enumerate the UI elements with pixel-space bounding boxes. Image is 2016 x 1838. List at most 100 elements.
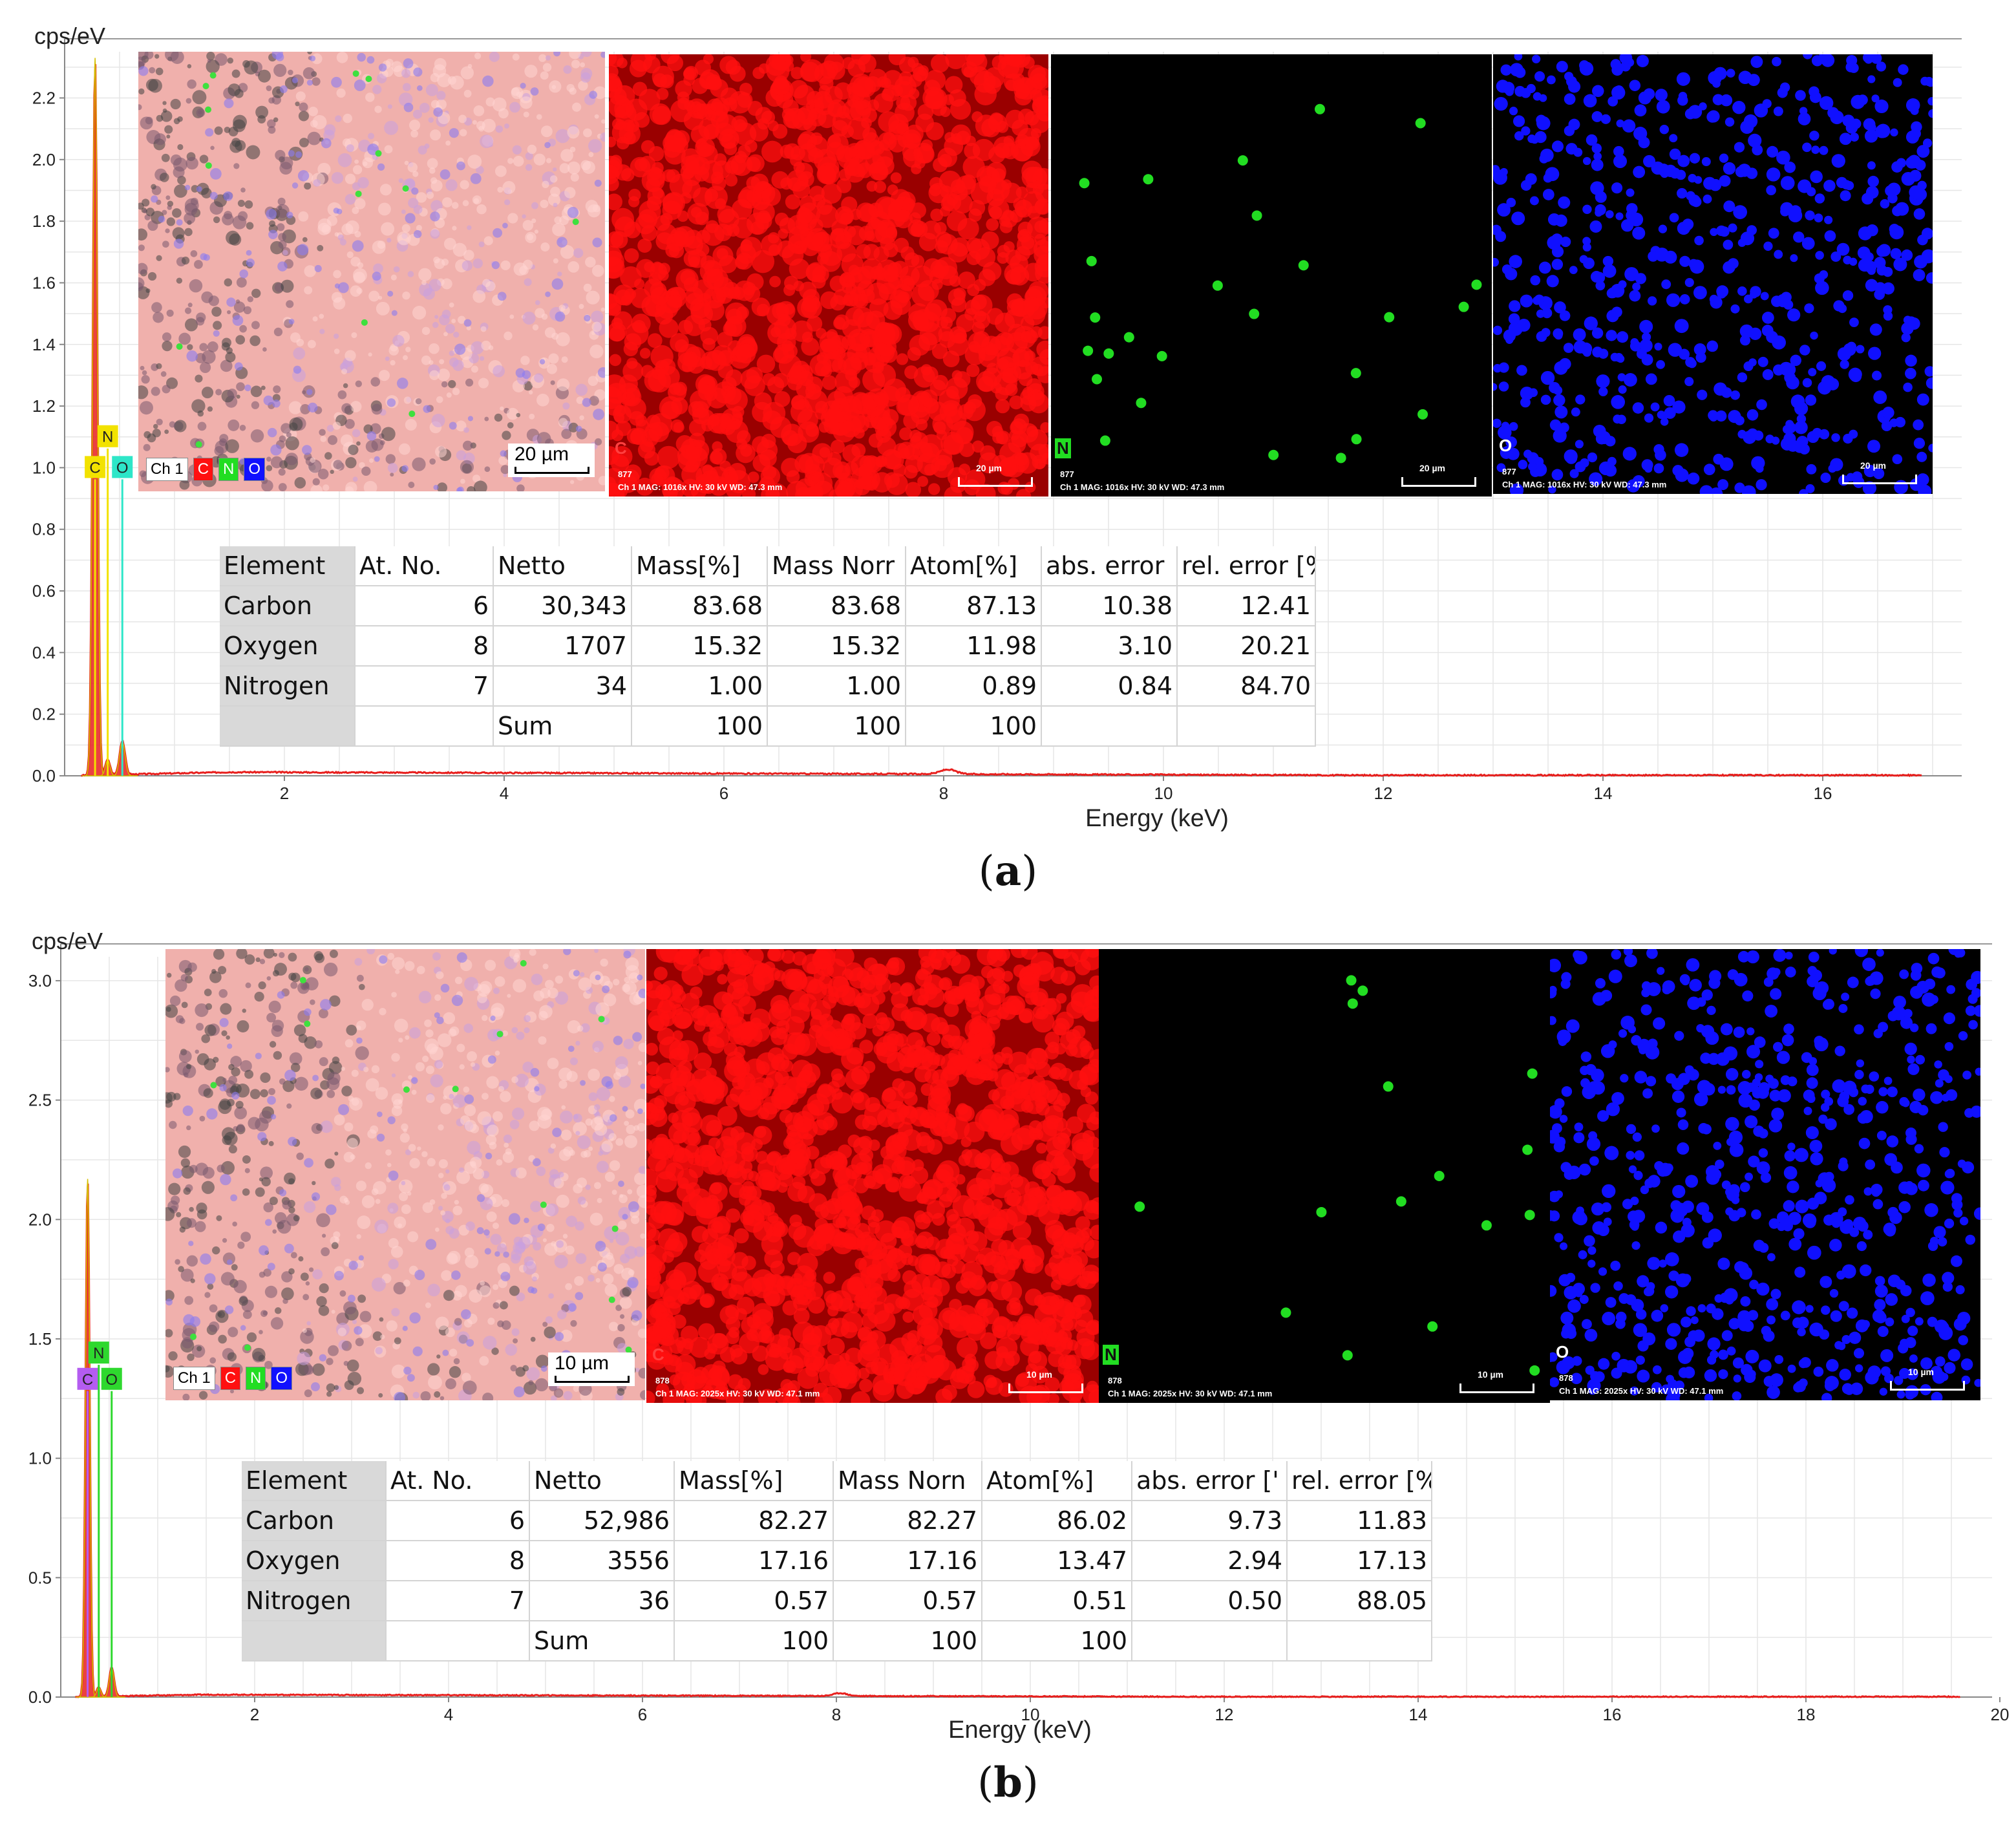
overlay-texture [638,1042,645,1053]
overlay-texture [354,159,359,164]
overlay-texture [176,277,183,284]
carbon-signal [617,58,628,69]
oxygen-signal [1867,161,1876,170]
overlay-oxygen-spot [394,1391,406,1400]
overlay-texture [466,325,471,331]
overlay-texture [513,1236,523,1246]
overlay-texture [147,220,158,231]
oxygen-signal [1693,286,1707,300]
oxygen-signal [1691,196,1702,208]
overlay-texture [637,1195,645,1208]
carbon-signal [657,365,680,388]
carbon-signal [871,416,884,430]
overlay-texture [312,316,318,322]
overlay-texture [558,1080,568,1089]
overlay-texture [440,1396,445,1400]
overlay-texture [207,1283,214,1290]
overlay-texture [510,1365,517,1372]
overlay-oxygen-spot [466,1339,474,1347]
overlay-texture [540,71,549,80]
oxygen-signal [1571,407,1580,417]
y-tick-label: 1.5 [28,1329,52,1349]
oxygen-signal [1615,212,1624,220]
carbon-signal [736,443,756,464]
overlay-texture [582,160,595,174]
overlay-texture [346,144,354,153]
overlay-oxygen-spot [379,955,388,964]
carbon-signal [611,429,624,442]
overlay-texture [515,1167,527,1179]
oxygen-signal [1565,143,1578,155]
overlay-texture [494,413,503,422]
overlay-texture [580,62,586,68]
oxygen-signal [1916,473,1929,486]
overlay-texture [290,1252,297,1259]
element-marker-label: C [89,459,100,476]
overlay-texture [350,1154,355,1160]
overlay-texture [548,353,559,364]
overlay-texture [542,1321,548,1327]
overlay-texture [304,967,309,972]
carbon-signal [966,363,980,378]
oxygen-signal [1677,155,1690,167]
overlay-oxygen-spot [263,395,273,406]
carbon-signal [662,200,682,220]
carbon-signal [821,183,842,204]
oxygen-signal [1536,116,1551,131]
overlay-texture [268,125,276,134]
overlay-texture [550,1143,557,1149]
oxygen-signal [1679,255,1691,267]
overlay-texture [412,1391,420,1399]
x-tick-label: 2 [250,1705,259,1724]
overlay-oxygen-spot [200,1253,211,1265]
overlay-texture [245,982,251,988]
overlay-texture [535,308,545,318]
oxygen-signal [1752,144,1763,156]
oxygen-signal [1823,180,1836,192]
oxygen-signal [1582,242,1591,252]
y-tick-label: 0.2 [32,705,56,724]
oxygen-signal [1553,394,1565,407]
oxygen-signal [1734,142,1745,153]
overlay-texture [251,288,261,298]
overlay-texture [482,279,491,288]
overlay-oxygen-spot [600,52,605,58]
overlay-texture [376,301,390,315]
overlay-oxygen-spot [246,250,252,256]
overlay-texture [577,1025,584,1032]
carbon-signal [911,220,928,237]
overlay-texture [540,199,549,208]
overlay-texture [580,1023,590,1033]
overlay-texture [502,181,516,195]
oxygen-signal [1809,131,1820,141]
overlay-texture [334,348,340,354]
oxygen-signal [1794,401,1809,416]
carbon-signal [734,1228,749,1244]
overlay-texture [273,63,287,77]
overlay-oxygen-spot [463,319,472,327]
oxygen-signal [1630,338,1639,347]
overlay-texture [238,211,248,221]
carbon-signal [851,54,871,66]
overlay-texture [452,226,457,231]
overlay-texture [326,1089,335,1098]
overlay-texture [262,347,267,352]
overlay-texture [546,1224,555,1232]
overlay-texture [451,319,456,323]
oxygen-signal [1505,268,1518,281]
carbon-signal [632,81,648,96]
overlay-texture [274,963,288,976]
map-id: 877 [618,469,632,479]
overlay-texture [305,1281,310,1286]
overlay-texture [443,237,456,250]
overlay-texture [486,1076,499,1089]
carbon-signal [918,232,938,251]
carbon-signal [620,266,642,288]
overlay-texture [237,1241,245,1249]
overlay-texture [530,1336,536,1342]
overlay-texture [443,1012,456,1025]
overlay-texture [294,477,306,489]
overlay-texture [427,1043,438,1054]
overlay-oxygen-spot [530,1067,540,1077]
